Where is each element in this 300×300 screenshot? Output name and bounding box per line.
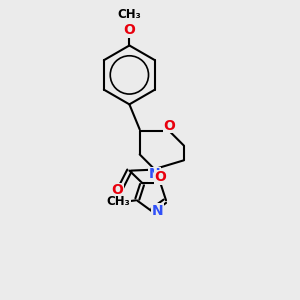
Text: O: O (124, 23, 135, 37)
Text: O: O (163, 118, 175, 133)
Text: N: N (152, 204, 163, 218)
Text: N: N (148, 167, 160, 182)
Text: CH₃: CH₃ (107, 195, 130, 208)
Text: O: O (154, 170, 166, 184)
Text: CH₃: CH₃ (118, 8, 141, 21)
Text: O: O (112, 183, 124, 197)
